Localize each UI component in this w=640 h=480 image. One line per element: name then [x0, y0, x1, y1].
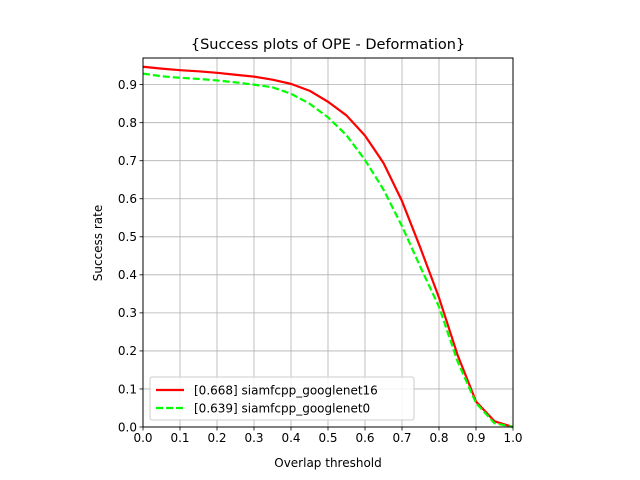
- x-axis-ticks: 0.0 0.1 0.2 0.3 0.4 0.5 0.6 0.7 0.8 0.9 1.0: [133, 427, 523, 445]
- legend-label-siamfcpp-googlenet16: [0.668] siamfcpp_googlenet16: [194, 384, 378, 398]
- x-tick-label: 1.0: [503, 431, 522, 445]
- chart-title: {Success plots of OPE - Deformation}: [191, 37, 465, 53]
- y-tick-label: 0.1: [118, 382, 137, 396]
- x-tick-label: 0.0: [133, 431, 152, 445]
- y-tick-label: 0.9: [118, 78, 137, 92]
- series-layer: [142, 65, 514, 429]
- legend: [0.668] siamfcpp_googlenet16 [0.639] sia…: [149, 376, 415, 421]
- x-tick-label: 0.3: [244, 431, 263, 445]
- y-tick-label: 0.2: [118, 344, 137, 358]
- series-line-0-639-siamfcpp-googlenet0: [142, 72, 514, 429]
- legend-box: [149, 376, 415, 421]
- y-tick-label: 0.5: [118, 230, 137, 244]
- y-tick-label: 0.0: [118, 420, 137, 434]
- y-tick-label: 0.7: [118, 154, 137, 168]
- x-tick-label: 0.9: [466, 431, 485, 445]
- y-axis-ticks: 0.0 0.1 0.2 0.3 0.4 0.5 0.6 0.7 0.8 0.9: [118, 78, 143, 434]
- y-tick-label: 0.8: [118, 116, 137, 130]
- x-axis-label: Overlap threshold: [274, 456, 382, 470]
- y-axis-label: Success rate: [91, 205, 105, 282]
- x-tick-label: 0.1: [170, 431, 189, 445]
- x-tick-label: 0.7: [392, 431, 411, 445]
- y-tick-label: 0.4: [118, 268, 137, 282]
- x-tick-label: 0.6: [355, 431, 374, 445]
- x-tick-label: 0.2: [207, 431, 226, 445]
- y-tick-label: 0.6: [118, 192, 137, 206]
- x-tick-label: 0.4: [281, 431, 300, 445]
- series-line-0-668-siamfcpp-googlenet16: [142, 65, 514, 429]
- y-tick-label: 0.3: [118, 306, 137, 320]
- x-tick-label: 0.8: [429, 431, 448, 445]
- legend-label-siamfcpp-googlenet0: [0.639] siamfcpp_googlenet0: [194, 402, 370, 416]
- x-tick-label: 0.5: [318, 431, 337, 445]
